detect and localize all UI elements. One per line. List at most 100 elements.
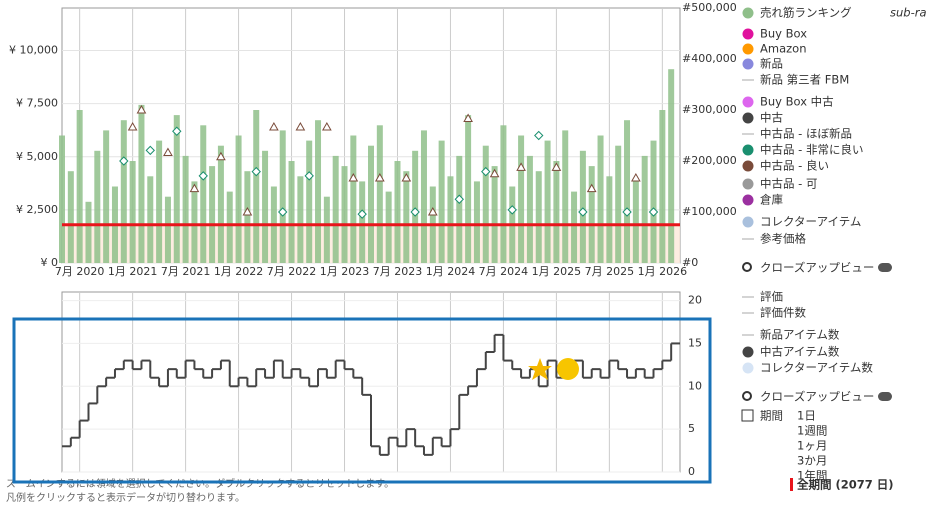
x-tick-label: 1月 2026 (638, 265, 688, 278)
legend-label[interactable]: Buy Box 中古 (760, 95, 834, 109)
legend-label[interactable]: 新品アイテム数 (760, 328, 840, 342)
price-marker (489, 168, 500, 178)
period-option[interactable]: 1ヶ月 (797, 439, 827, 453)
legend-marker (742, 43, 754, 55)
rank-bar (306, 140, 313, 263)
price-marker (374, 172, 385, 182)
x-tick-label: 7月 2025 (585, 265, 635, 278)
legend-label[interactable]: 中古品 - 非常に良い (760, 143, 863, 157)
price-marker (295, 121, 306, 131)
price-marker (586, 183, 597, 193)
closeup-label[interactable]: クローズアップビュー (760, 390, 874, 404)
legend-label[interactable]: 新品 (760, 57, 783, 71)
price-marker (630, 172, 641, 182)
rank-bar (659, 110, 666, 263)
rank-bar (465, 115, 472, 263)
price-marker (242, 206, 253, 216)
toggle[interactable] (878, 263, 892, 272)
rank-bar (526, 155, 533, 263)
legend-label[interactable]: 売れ筋ランキング (760, 6, 852, 20)
period-option[interactable]: 1年間 (797, 469, 827, 483)
price-marker (163, 147, 173, 156)
legend-marker (742, 96, 754, 108)
period-marker (790, 478, 793, 491)
y2-tick-label: #500,000 (682, 1, 737, 14)
price-marker (454, 194, 464, 204)
price-marker (198, 171, 208, 181)
rank-bar (359, 181, 366, 263)
rank-bar (641, 155, 648, 263)
legend-marker (742, 144, 754, 156)
rank-bar (491, 166, 498, 263)
rank-bar (456, 155, 463, 263)
period-selected[interactable]: 全期間 (2077 日) (796, 478, 894, 492)
price-marker (622, 207, 632, 217)
x-tick-label: 1月 2025 (532, 265, 582, 278)
legend-label[interactable]: 中古品 - ほぼ新品 (760, 127, 852, 141)
rank-bar (403, 171, 410, 263)
y2-tick-label: 5 (688, 422, 695, 435)
legend-label[interactable]: 参考価格 (760, 232, 806, 246)
rank-bar (147, 176, 154, 263)
legend-label[interactable]: 倉庫 (760, 193, 783, 207)
rank-bar (350, 135, 357, 263)
price-marker (427, 206, 438, 216)
legend-label[interactable]: 中古品 - 可 (760, 177, 817, 191)
rank-bar (226, 191, 233, 263)
star-icon (528, 358, 552, 380)
legend-label[interactable]: 中古アイテム数 (760, 345, 840, 359)
y2-tick-label: #0 (682, 256, 698, 269)
legend-marker (742, 216, 754, 228)
rank-bar (323, 196, 330, 263)
rank-bar (182, 155, 189, 263)
rank-bar (315, 120, 322, 263)
legend-extra: sub-ra (890, 6, 927, 20)
rank-bar (244, 171, 251, 263)
footer: 凡例をクリックすると表示データが切り替わります。 (6, 491, 245, 502)
y2-tick-label: 10 (688, 379, 702, 392)
rank-bar (279, 130, 286, 263)
price-marker (189, 183, 200, 193)
period-option[interactable]: 1日 (797, 409, 816, 423)
period-option[interactable]: 1週間 (797, 424, 827, 438)
rank-bar (164, 196, 171, 263)
price-marker (481, 166, 491, 177)
legend-label[interactable]: 中古 (760, 111, 783, 125)
face-icon (557, 358, 579, 380)
rank-bar (482, 145, 489, 263)
rank-bar (615, 145, 622, 263)
toggle[interactable] (878, 392, 892, 401)
rank-bar (376, 125, 383, 263)
period-option[interactable]: 3か月 (797, 454, 827, 468)
y2-tick-label: 20 (688, 294, 702, 307)
legend-label[interactable]: Buy Box (760, 27, 807, 41)
x-tick-label: 1月 2023 (320, 265, 370, 278)
x-tick-label: 1月 2022 (214, 265, 264, 278)
rank-bar (332, 155, 339, 263)
y-tick-label: ¥ 0 (41, 256, 59, 269)
legend-label[interactable]: 評価 (760, 290, 783, 304)
rank-bar (579, 150, 586, 263)
calendar-icon (741, 409, 754, 422)
price-marker (348, 172, 359, 182)
rank-bar (200, 125, 207, 263)
x-tick-label: 7月 2023 (373, 265, 423, 278)
legend-label[interactable]: 新品 第三者 FBM (760, 73, 849, 87)
closeup-label[interactable]: クローズアップビュー (760, 261, 874, 275)
legend-label[interactable]: Amazon (760, 42, 806, 56)
y-tick-label: ¥ 2,500 (16, 203, 58, 216)
legend-label[interactable]: 評価件数 (760, 306, 806, 320)
legend-label[interactable]: 中古品 - 良い (760, 159, 829, 173)
price-marker (410, 207, 420, 217)
legend-label[interactable]: コレクターアイテム (760, 215, 861, 229)
period-label: 期間 (760, 409, 783, 423)
legend-label[interactable]: コレクターアイテム数 (760, 361, 873, 375)
rank-bar (394, 161, 401, 263)
rank-bar (156, 140, 163, 263)
price-marker (172, 126, 182, 136)
rank-bar (103, 130, 110, 263)
rank-bar (597, 135, 604, 263)
legend-marker (742, 160, 754, 172)
rank-bar (632, 181, 639, 263)
